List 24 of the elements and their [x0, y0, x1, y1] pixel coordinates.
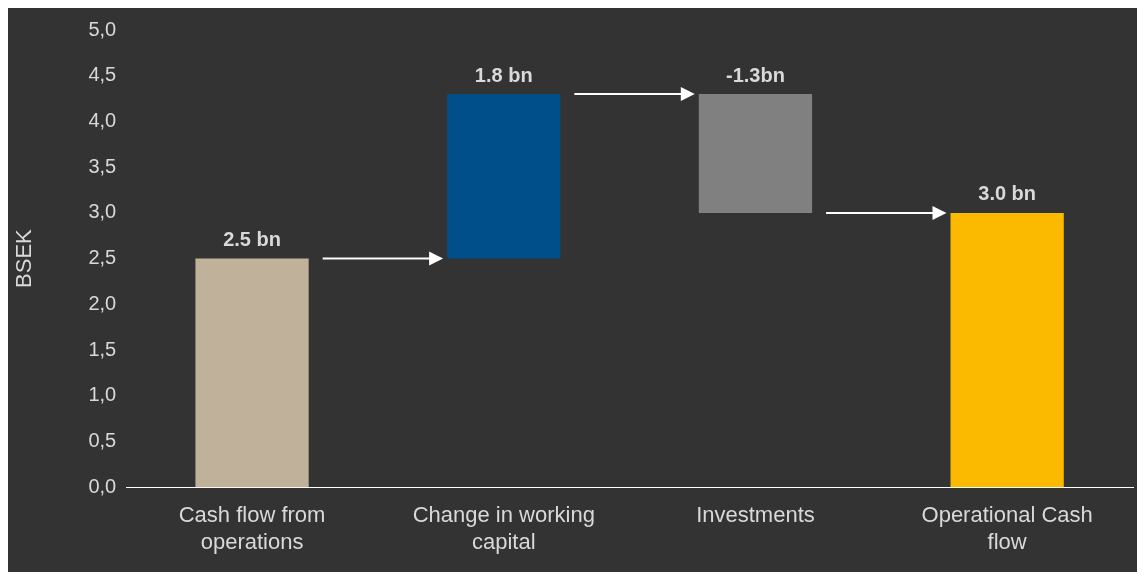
y-tick-label: 0,5 [88, 429, 117, 451]
data-label: -1.3bn [726, 63, 785, 86]
data-label: 3.0 bn [978, 182, 1037, 205]
bar [950, 212, 1064, 488]
x-tick-label: Investments [696, 502, 815, 528]
bar [195, 258, 309, 488]
bar [698, 94, 813, 213]
y-tick-label: 1,0 [88, 383, 117, 406]
y-tick-label: 2,0 [88, 291, 117, 314]
y-tick-label: 3,0 [88, 200, 117, 223]
data-label: 1.8 bn [474, 63, 533, 86]
y-tick-label: 4,5 [88, 63, 117, 86]
x-tick-label: Change in working capital [412, 502, 595, 554]
bar [447, 94, 561, 259]
y-tick-label: 4,0 [88, 108, 117, 131]
y-tick-label: 3,5 [88, 154, 117, 177]
y-tick-label: 0,0 [88, 474, 117, 497]
y-axis-title: BSEK [11, 228, 37, 288]
x-tick-label: Operational Cash flow [921, 502, 1093, 554]
y-tick-label: 1,5 [88, 337, 117, 360]
y-tick-label: 5,0 [88, 17, 117, 40]
data-label: 2.5 bn [223, 228, 281, 251]
y-tick-label: 2,5 [88, 246, 117, 269]
x-tick-label: Cash flow from operations [178, 502, 326, 554]
